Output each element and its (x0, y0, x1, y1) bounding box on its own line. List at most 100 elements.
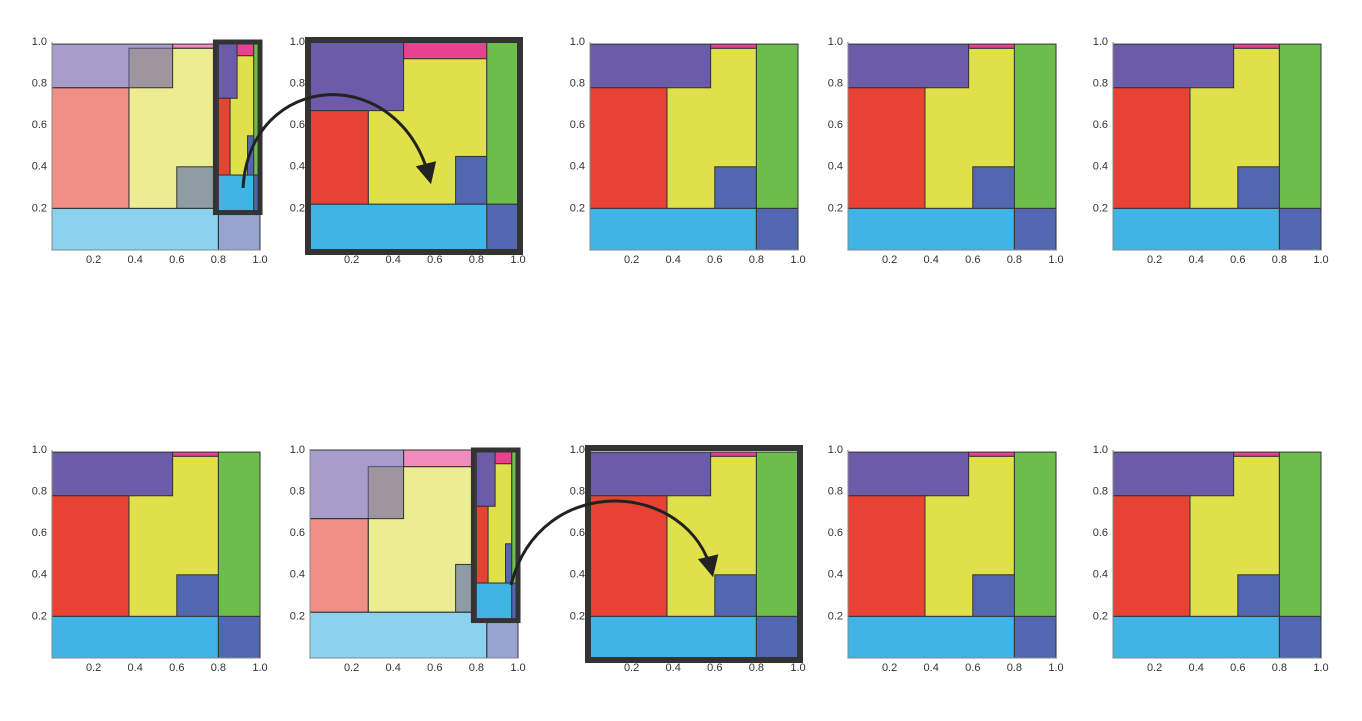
x-tick-label: 0.4 (1189, 662, 1204, 674)
x-tick-label: 0.2 (1147, 254, 1162, 266)
region (847, 87, 926, 209)
x-tick-label: 0.4 (666, 254, 681, 266)
arrow (241, 93, 437, 189)
x-tick-label: 0.8 (749, 254, 764, 266)
region (1013, 207, 1057, 251)
y-tick-label: 1.0 (828, 444, 843, 456)
y-tick-label: 1.0 (570, 36, 585, 48)
y-tick-label: 0.2 (828, 610, 843, 622)
region (1013, 43, 1057, 209)
region (1278, 43, 1322, 209)
x-tick-label: 0.6 (965, 662, 980, 674)
region (1112, 87, 1191, 209)
region (714, 166, 757, 209)
y-tick-label: 0.8 (828, 486, 843, 498)
region (309, 518, 369, 613)
region (847, 43, 970, 89)
region (1278, 451, 1322, 617)
region (1112, 615, 1280, 659)
y-tick-label: 1.0 (570, 444, 585, 456)
y-tick-label: 0.8 (290, 486, 305, 498)
region (972, 574, 1015, 617)
region (968, 43, 1015, 49)
region (1278, 207, 1322, 251)
region (847, 615, 1015, 659)
x-tick-label: 0.6 (1230, 662, 1245, 674)
region (51, 207, 219, 251)
highlight-box (470, 447, 521, 624)
region (1237, 574, 1280, 617)
y-tick-label: 0.4 (290, 569, 305, 581)
region (589, 451, 712, 497)
y-tick-label: 0.6 (570, 527, 585, 539)
x-tick-label: 0.8 (211, 662, 226, 674)
y-tick-label: 1.0 (32, 36, 47, 48)
region (847, 451, 970, 497)
y-tick-label: 0.8 (570, 78, 585, 90)
arrow (509, 499, 719, 586)
region (51, 495, 130, 617)
x-tick-label: 0.8 (749, 662, 764, 674)
x-tick-label: 0.8 (469, 254, 484, 266)
y-tick-label: 0.2 (1093, 610, 1108, 622)
region (505, 543, 513, 584)
x-tick-label: 1.0 (510, 662, 525, 674)
x-tick-label: 0.8 (1007, 662, 1022, 674)
y-tick-label: 1.0 (1093, 444, 1108, 456)
x-tick-label: 1.0 (252, 254, 267, 266)
x-tick-label: 0.2 (882, 662, 897, 674)
x-tick-label: 0.6 (707, 254, 722, 266)
region (217, 451, 261, 617)
region (309, 611, 488, 659)
y-tick-label: 0.4 (828, 569, 843, 581)
region (475, 582, 513, 622)
x-tick-label: 0.2 (344, 662, 359, 674)
highlight-box (305, 37, 523, 255)
region (589, 87, 668, 209)
x-tick-label: 0.6 (427, 662, 442, 674)
y-tick-label: 1.0 (290, 36, 305, 48)
region (217, 174, 255, 214)
highlight-box (212, 39, 263, 216)
region (847, 207, 1015, 251)
x-tick-label: 0.4 (386, 254, 401, 266)
y-tick-label: 0.2 (570, 202, 585, 214)
region (1112, 495, 1191, 617)
x-tick-label: 1.0 (1048, 662, 1063, 674)
x-tick-label: 0.8 (211, 254, 226, 266)
y-tick-label: 0.8 (32, 486, 47, 498)
region (403, 41, 488, 60)
x-tick-label: 0.2 (882, 254, 897, 266)
region (972, 166, 1015, 209)
region (486, 41, 519, 205)
region (217, 41, 238, 99)
x-tick-label: 0.2 (624, 254, 639, 266)
region (1233, 43, 1280, 49)
y-tick-label: 0.4 (828, 161, 843, 173)
x-tick-label: 1.0 (1313, 254, 1328, 266)
region (710, 43, 757, 49)
x-tick-label: 0.6 (169, 662, 184, 674)
region (475, 449, 496, 507)
y-tick-label: 0.8 (828, 78, 843, 90)
x-tick-label: 0.4 (666, 662, 681, 674)
y-tick-label: 0.6 (32, 119, 47, 131)
x-tick-label: 1.0 (1048, 254, 1063, 266)
x-tick-label: 0.2 (86, 254, 101, 266)
region (51, 87, 130, 209)
y-tick-label: 0.4 (1093, 161, 1108, 173)
x-tick-label: 0.2 (344, 254, 359, 266)
x-tick-label: 0.4 (1189, 254, 1204, 266)
region (51, 615, 219, 659)
region (1237, 166, 1280, 209)
y-tick-label: 0.8 (290, 78, 305, 90)
x-tick-label: 0.4 (128, 662, 143, 674)
y-tick-label: 1.0 (828, 36, 843, 48)
region (589, 207, 757, 251)
region (1013, 615, 1057, 659)
region (589, 43, 712, 89)
x-tick-label: 0.6 (427, 254, 442, 266)
y-tick-label: 0.2 (290, 610, 305, 622)
